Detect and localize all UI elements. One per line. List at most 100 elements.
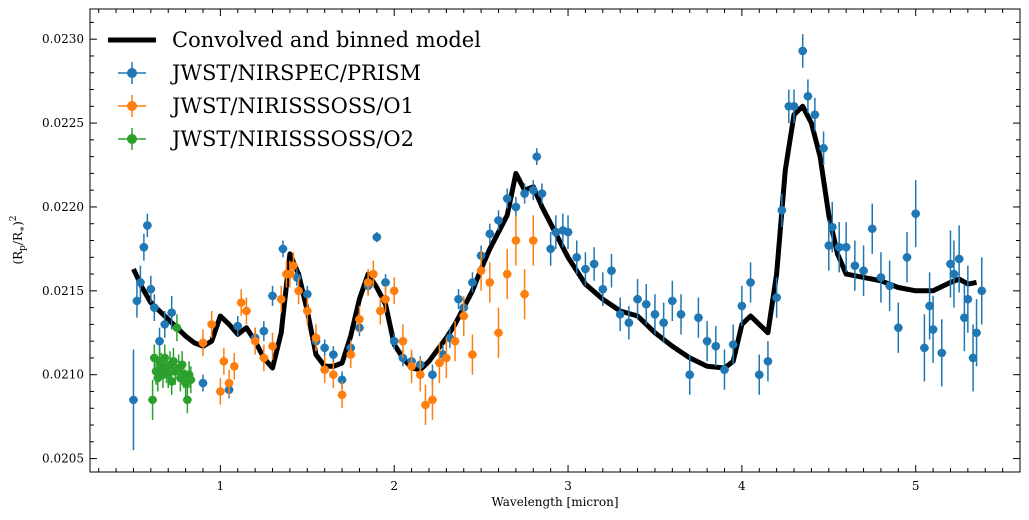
data-point [810,110,820,119]
data-point [676,310,686,319]
data-point [398,336,408,346]
x-tick-label: 2 [390,479,398,493]
data-point [746,278,755,287]
data-point [320,365,329,374]
data-point [381,278,390,287]
data-point [375,306,385,316]
data-point [824,241,834,250]
data-point [369,269,378,279]
x-tick-label: 1 [217,479,225,493]
data-point [528,236,538,245]
data-point [702,336,712,346]
data-point [641,299,651,309]
data-point [329,350,338,359]
data-point [160,320,170,329]
data-point [381,294,390,304]
data-point [720,365,729,374]
data-point [511,202,521,212]
data-point [250,336,260,346]
data-point [454,294,463,304]
data-point [754,370,764,380]
legend-series-label: JWST/NIRISSSOSS/O2 [170,127,414,151]
data-point [459,311,469,321]
series-1 [129,34,987,451]
data-point [233,321,243,331]
data-point [242,306,251,316]
data-point [198,338,208,348]
data-point [150,303,159,312]
data-point [389,286,399,296]
data-point [155,336,164,346]
legend-swatch-marker [127,101,137,111]
data-point [259,326,269,336]
data-point [302,306,312,316]
data-point [494,216,503,225]
data-point [777,206,787,215]
data-point [435,358,444,368]
data-point [803,91,813,101]
y-tick-label: 0.0215 [42,284,84,298]
y-tick-label: 0.0220 [42,200,84,214]
data-point [183,395,192,405]
data-point [859,266,868,275]
data-point [139,242,149,252]
data-point [659,318,668,327]
x-tick-label: 3 [564,479,572,493]
data-point [502,194,512,203]
data-point [841,242,851,252]
data-point [302,289,312,299]
legend-swatch-marker [127,134,137,144]
data-point [520,189,529,198]
data-point [476,266,486,275]
data-point [650,310,660,319]
data-point [537,189,547,198]
data-point [607,266,616,275]
data-point [494,328,503,338]
data-point [268,291,277,301]
y-tick-label: 0.0210 [42,368,84,382]
data-point [598,284,608,294]
data-point [167,377,177,386]
data-point [528,185,538,195]
data-point [129,395,138,405]
data-point [546,244,555,254]
data-point [289,261,298,270]
data-point [172,323,182,333]
data-point [532,152,542,161]
data-point [207,320,216,329]
data-point [177,360,187,369]
data-point [737,301,747,311]
data-point [355,315,364,324]
data-point [363,278,373,287]
legend-series-label: JWST/NIRISSSOSS/O1 [170,94,414,118]
data-point [198,378,208,388]
data-point [502,269,512,279]
data-point [186,375,196,385]
data-point [169,356,178,366]
data-point [819,143,828,153]
data-point [963,294,973,304]
data-point [485,229,495,239]
data-point [229,362,239,371]
y-axis-label: (Rp/R∗)2 [9,215,28,264]
data-point [894,323,903,333]
model-line [131,103,977,373]
data-point [259,353,269,363]
data-point [563,227,573,237]
legend: Convolved and binned model JWST/NIRSPEC/P… [108,28,481,151]
data-point [146,284,156,294]
data-point [389,336,399,346]
data-point [329,370,338,380]
data-point [216,387,225,396]
data-point [834,242,844,252]
data-point [276,294,286,304]
x-axis-label: Wavelength [micron] [491,495,618,509]
data-point [572,252,582,262]
data-point [520,289,529,299]
data-point [972,328,981,338]
data-point [885,281,894,291]
data-point [167,308,177,317]
data-point [911,209,921,218]
data-point [589,259,599,269]
y-tick-label: 0.0230 [42,32,84,46]
